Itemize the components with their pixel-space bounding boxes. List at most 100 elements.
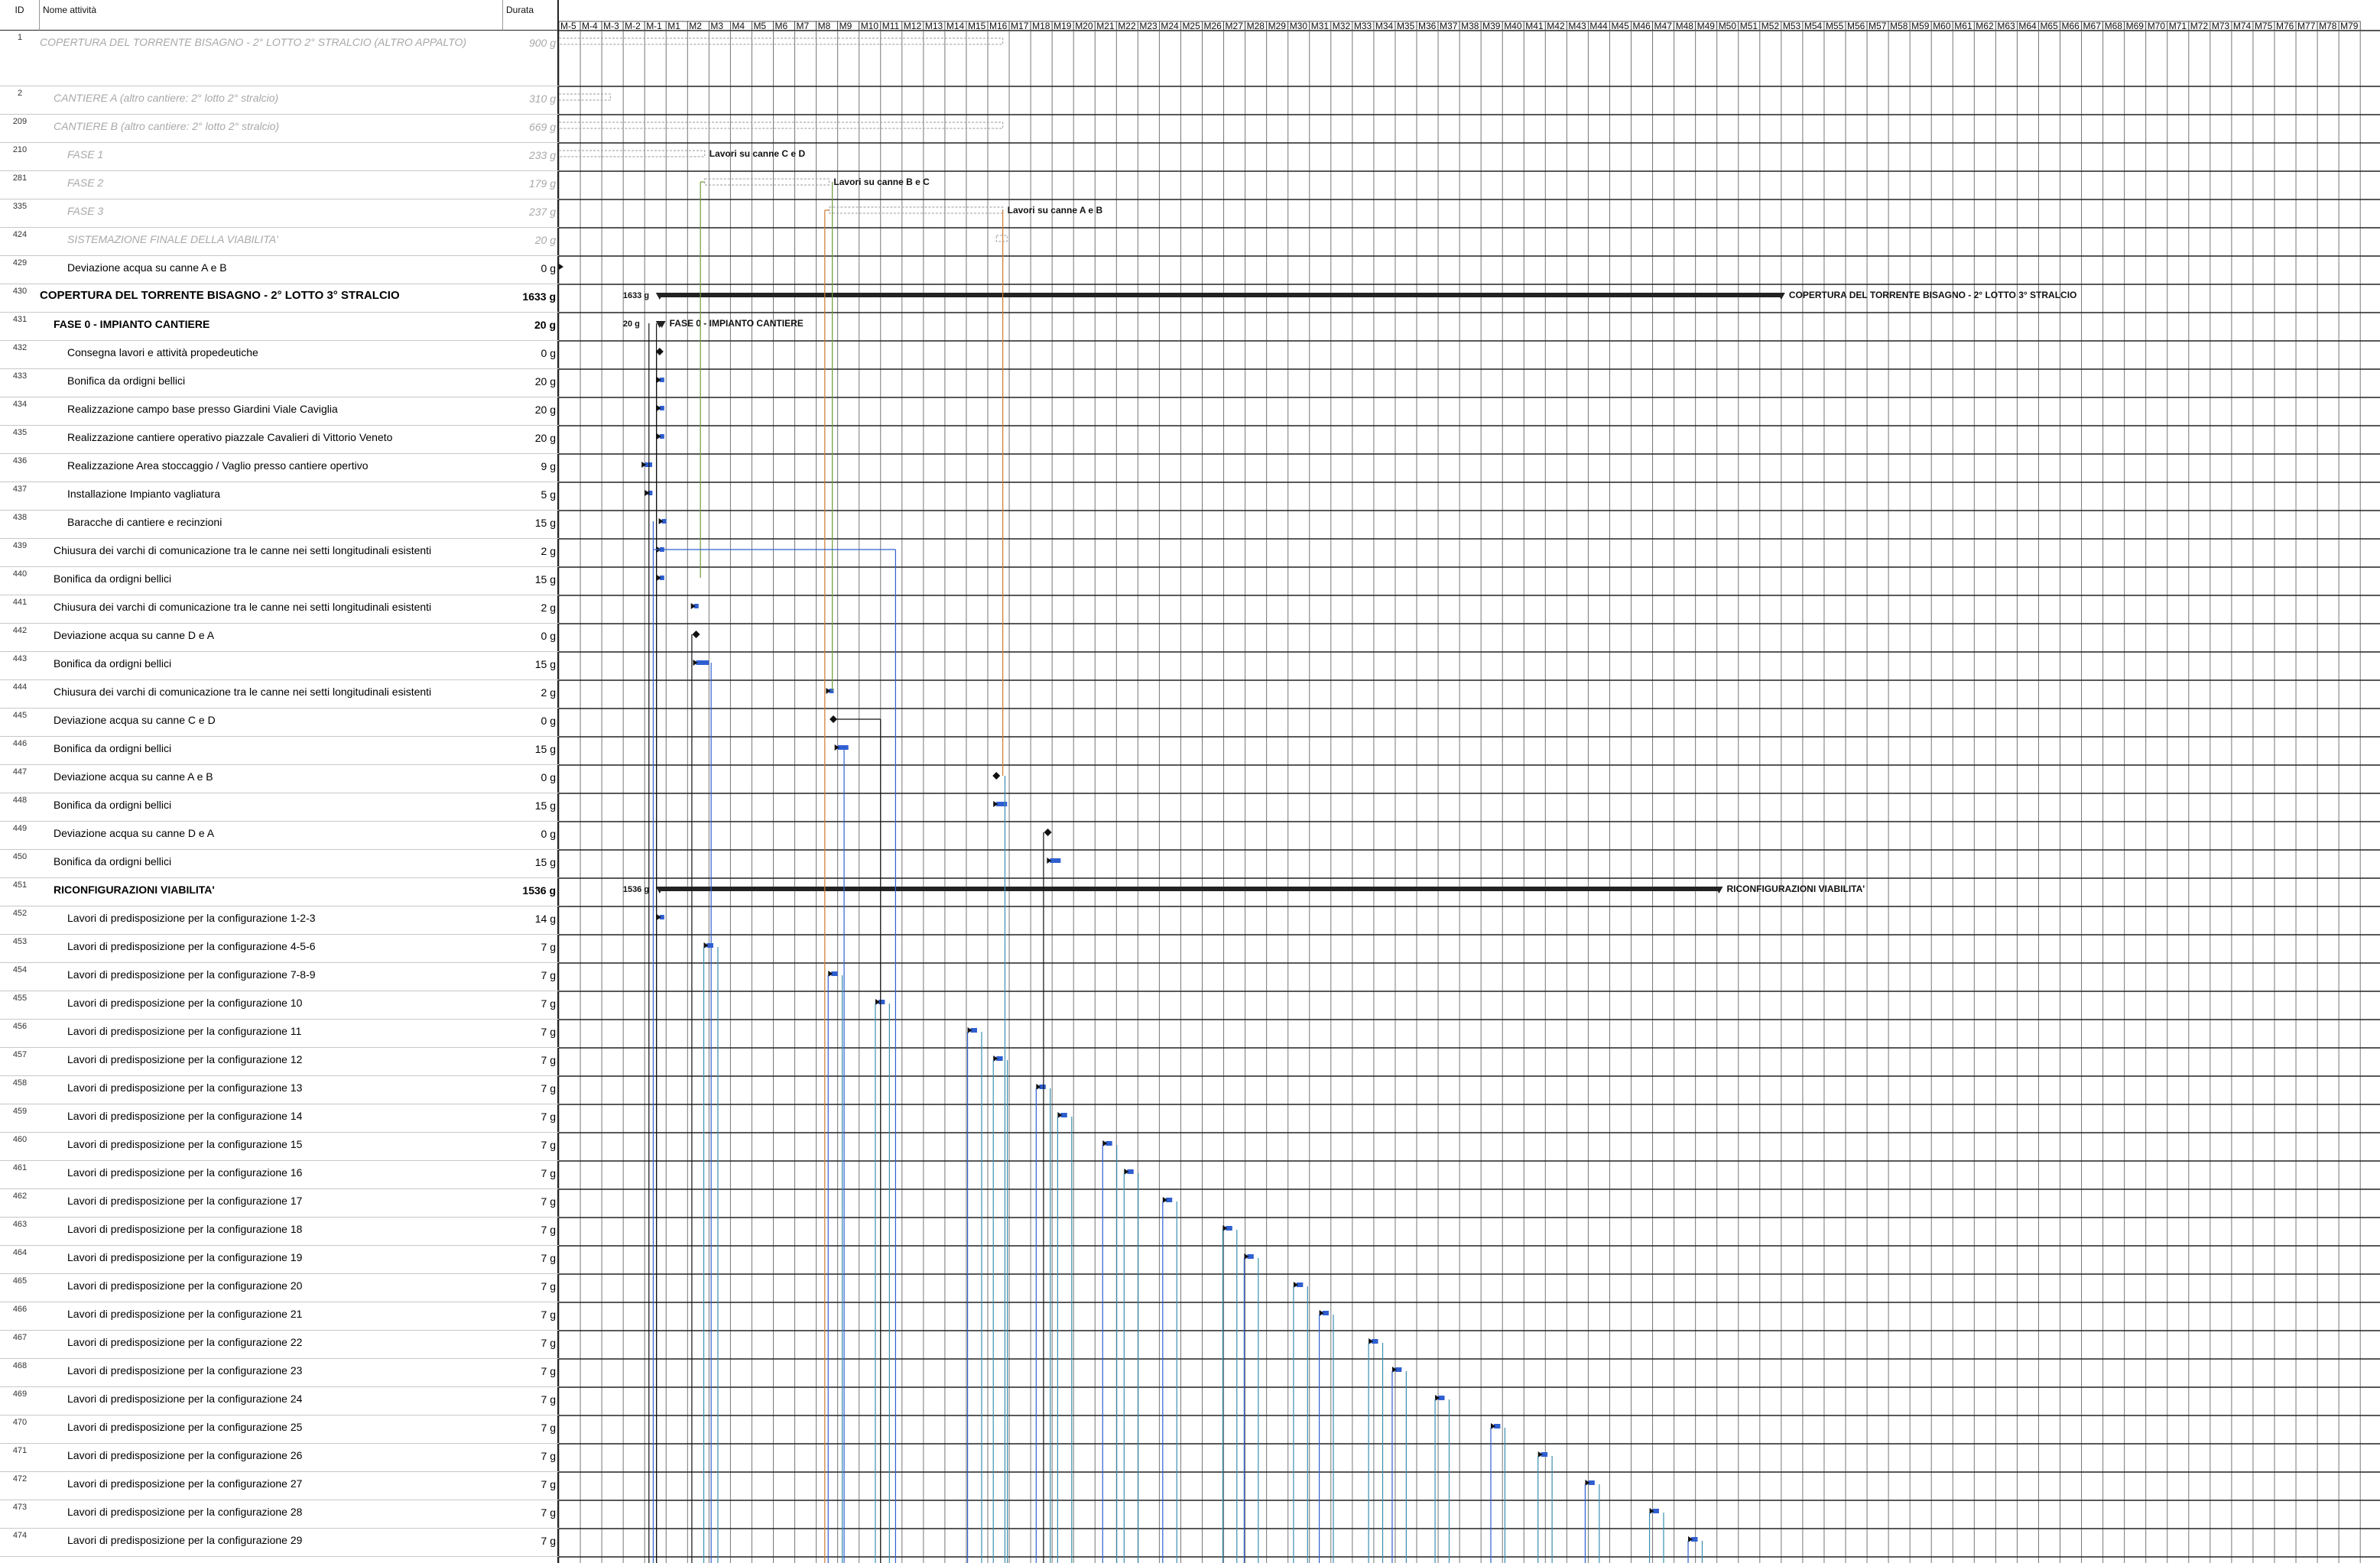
task-duration[interactable]: 15 g	[534, 743, 556, 755]
task-row[interactable]: 474 Lavori di predisposizione per la conf…	[0, 1529, 559, 1557]
task-name[interactable]: FASE 0 - IMPIANTO CANTIERE	[54, 318, 210, 330]
task-row[interactable]: 473 Lavori di predisposizione per la conf…	[0, 1500, 559, 1529]
task-row[interactable]: 450 Bonifica da ordigni bellici 15 g	[0, 850, 559, 878]
task-row[interactable]: 431 FASE 0 - IMPIANTO CANTIERE 20 g	[0, 313, 559, 341]
task-duration[interactable]: 7 g	[541, 941, 556, 953]
task-name[interactable]: Bonifica da ordigni bellici	[54, 657, 172, 670]
task-row[interactable]: 465 Lavori di predisposizione per la conf…	[0, 1274, 559, 1302]
task-name[interactable]: Lavori di predisposizione per la configu…	[67, 1308, 303, 1320]
task-name[interactable]: Consegna lavori e attività propedeutiche	[67, 346, 258, 358]
column-header-id[interactable]: ID	[0, 0, 40, 31]
task-name[interactable]: Lavori di predisposizione per la configu…	[67, 912, 316, 924]
task-duration[interactable]: 0 g	[541, 347, 556, 359]
task-row[interactable]: 469 Lavori di predisposizione per la conf…	[0, 1387, 559, 1415]
task-name[interactable]: Lavori di predisposizione per la configu…	[67, 940, 316, 952]
task-duration[interactable]: 0 g	[541, 828, 556, 840]
task-row[interactable]: 466 Lavori di predisposizione per la conf…	[0, 1302, 559, 1331]
task-duration[interactable]: 7 g	[541, 1506, 556, 1519]
gantt-canvas[interactable]: M-5 M-4 M-3 M-2 M-1 M1 M2 M3 M4 M5 M6 M7 M8 M9 M10 M11 M…	[559, 0, 2380, 1563]
task-duration[interactable]: 1633 g	[522, 290, 556, 303]
task-row[interactable]: 468 Lavori di predisposizione per la conf…	[0, 1359, 559, 1387]
task-row[interactable]: 456 Lavori di predisposizione per la conf…	[0, 1020, 559, 1048]
task-row[interactable]: 460 Lavori di predisposizione per la conf…	[0, 1133, 559, 1161]
task-duration[interactable]: 7 g	[541, 1082, 556, 1094]
task-row[interactable]: 437 Installazione Impianto vagliatura 5 g	[0, 482, 559, 511]
task-row[interactable]: 448 Bonifica da ordigni bellici 15 g	[0, 793, 559, 822]
task-row[interactable]: 436 Realizzazione Area stoccaggio / Vagli…	[0, 454, 559, 482]
task-duration[interactable]: 0 g	[541, 630, 556, 642]
task-row[interactable]: 467 Lavori di predisposizione per la conf…	[0, 1331, 559, 1359]
task-row[interactable]: 435 Realizzazione cantiere operativo piaz…	[0, 426, 559, 454]
task-duration[interactable]: 179 g	[528, 177, 556, 190]
task-row[interactable]: 446 Bonifica da ordigni bellici 15 g	[0, 737, 559, 765]
task-duration[interactable]: 669 g	[528, 121, 556, 133]
task-row[interactable]: 461 Lavori di predisposizione per la conf…	[0, 1161, 559, 1189]
task-name[interactable]: FASE 1	[67, 148, 104, 161]
task-name[interactable]: Bonifica da ordigni bellici	[54, 742, 172, 754]
task-duration[interactable]: 20 g	[534, 234, 556, 246]
task-row[interactable]: 455 Lavori di predisposizione per la conf…	[0, 991, 559, 1020]
task-row[interactable]: 452 Lavori di predisposizione per la conf…	[0, 906, 559, 935]
task-row[interactable]: 444 Chiusura dei varchi di comunicazione …	[0, 680, 559, 709]
task-name[interactable]: Deviazione acqua su canne D e A	[54, 827, 215, 839]
task-duration[interactable]: 7 g	[541, 1280, 556, 1292]
task-duration[interactable]: 20 g	[534, 319, 556, 331]
task-duration[interactable]: 237 g	[528, 206, 556, 218]
task-row[interactable]: 2 CANTIERE A (altro cantiere: 2° lotto 2°…	[0, 86, 559, 115]
task-name[interactable]: Deviazione acqua su canne A e B	[54, 770, 213, 783]
task-name[interactable]: Lavori di predisposizione per la configu…	[67, 1421, 303, 1433]
task-name[interactable]: Lavori di predisposizione per la configu…	[67, 997, 303, 1009]
task-duration[interactable]: 0 g	[541, 715, 556, 727]
task-duration[interactable]: 0 g	[541, 262, 556, 274]
task-row[interactable]: 459 Lavori di predisposizione per la conf…	[0, 1104, 559, 1133]
task-name[interactable]: FASE 2	[67, 177, 104, 189]
task-name[interactable]: Chiusura dei varchi di comunicazione tra…	[54, 544, 432, 556]
task-row[interactable]: 209 CANTIERE B (altro cantiere: 2° lotto …	[0, 115, 559, 143]
task-duration[interactable]: 7 g	[541, 1337, 556, 1349]
task-duration[interactable]: 2 g	[541, 686, 556, 699]
task-row[interactable]: 458 Lavori di predisposizione per la conf…	[0, 1076, 559, 1104]
task-name[interactable]: Lavori di predisposizione per la configu…	[67, 1223, 303, 1235]
task-name[interactable]: Realizzazione campo base presso Giardini…	[67, 403, 338, 415]
task-name[interactable]: RICONFIGURAZIONI VIABILITA'	[54, 884, 215, 896]
task-duration[interactable]: 7 g	[541, 1054, 556, 1066]
task-duration[interactable]: 5 g	[541, 488, 556, 501]
task-duration[interactable]: 1536 g	[522, 884, 556, 897]
task-duration[interactable]: 20 g	[534, 404, 556, 416]
task-name[interactable]: COPERTURA DEL TORRENTE BISAGNO - 2° LOTT…	[40, 289, 400, 302]
task-row[interactable]: 210 FASE 1 233 g	[0, 143, 559, 171]
task-name[interactable]: Lavori di predisposizione per la configu…	[67, 1534, 303, 1546]
task-row[interactable]: 457 Lavori di predisposizione per la conf…	[0, 1048, 559, 1076]
task-row[interactable]: 445 Deviazione acqua su canne C e D 0 g	[0, 709, 559, 737]
task-row[interactable]: 281 FASE 2 179 g	[0, 171, 559, 199]
task-name[interactable]: Installazione Impianto vagliatura	[67, 488, 221, 500]
task-row[interactable]: 430 COPERTURA DEL TORRENTE BISAGNO - 2° L…	[0, 284, 559, 313]
task-row[interactable]: 454 Lavori di predisposizione per la conf…	[0, 963, 559, 991]
task-row[interactable]: 433 Bonifica da ordigni bellici 20 g	[0, 369, 559, 397]
task-duration[interactable]: 7 g	[541, 1308, 556, 1321]
task-name[interactable]: Deviazione acqua su canne A e B	[67, 261, 227, 274]
task-duration[interactable]: 7 g	[541, 1195, 556, 1208]
task-name[interactable]: Lavori di predisposizione per la configu…	[67, 1364, 303, 1377]
task-duration[interactable]: 7 g	[541, 1224, 556, 1236]
task-duration[interactable]: 900 g	[528, 37, 556, 49]
task-row[interactable]: 462 Lavori di predisposizione per la conf…	[0, 1189, 559, 1218]
task-name[interactable]: Bonifica da ordigni bellici	[54, 799, 172, 811]
task-duration[interactable]: 233 g	[528, 149, 556, 161]
task-name[interactable]: FASE 3	[67, 205, 104, 217]
task-row[interactable]: 429 Deviazione acqua su canne A e B 0 g	[0, 256, 559, 284]
task-name[interactable]: Bonifica da ordigni bellici	[54, 855, 172, 867]
task-duration[interactable]: 7 g	[541, 1111, 556, 1123]
task-duration[interactable]: 7 g	[541, 1422, 556, 1434]
task-name[interactable]: Deviazione acqua su canne D e A	[54, 629, 215, 641]
task-duration[interactable]: 7 g	[541, 997, 556, 1010]
task-duration[interactable]: 7 g	[541, 1535, 556, 1547]
task-name[interactable]: Chiusura dei varchi di comunicazione tra…	[54, 601, 432, 613]
task-name[interactable]: Lavori di predisposizione per la configu…	[67, 1025, 302, 1037]
task-row[interactable]: 424 SISTEMAZIONE FINALE DELLA VIABILITA' 2…	[0, 228, 559, 256]
task-duration[interactable]: 7 g	[541, 1252, 556, 1264]
task-name[interactable]: Lavori di predisposizione per la configu…	[67, 1506, 303, 1518]
task-name[interactable]: Lavori di predisposizione per la configu…	[67, 1477, 303, 1490]
task-duration[interactable]: 7 g	[541, 1450, 556, 1462]
task-duration[interactable]: 20 g	[534, 432, 556, 444]
